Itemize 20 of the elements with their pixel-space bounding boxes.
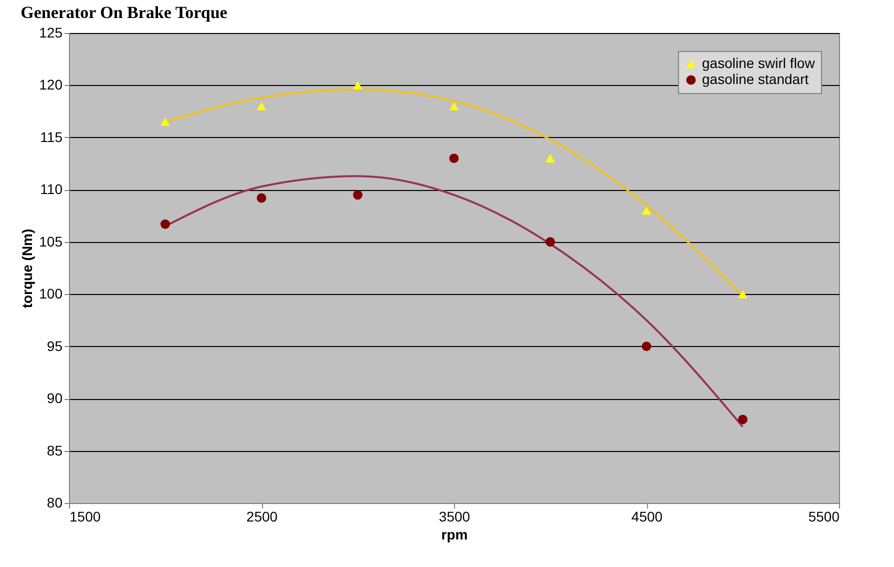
y-tick-label: 95 [46, 338, 63, 354]
y-tick-label: 100 [39, 286, 63, 302]
x-tick-label: 1500 [70, 508, 101, 524]
x-tick-label: 5500 [808, 508, 840, 524]
legend-label: gasoline swirl flow [702, 55, 816, 71]
y-tick-label: 105 [39, 233, 63, 250]
x-axis-title: rpm [441, 526, 468, 542]
y-axis-title: torque (Nm) [19, 228, 36, 308]
x-tick-label: 2500 [246, 508, 278, 524]
y-tick-label: 120 [39, 76, 63, 93]
y-tick-label: 110 [40, 181, 63, 198]
x-tick-label: 3500 [438, 508, 470, 524]
x-tick-label: 4500 [631, 508, 663, 524]
y-tick-label: 125 [39, 24, 63, 40]
legend-label: gasoline standart [702, 71, 809, 87]
y-tick-label: 115 [40, 128, 63, 145]
y-tick-label: 80 [46, 494, 63, 510]
chart-title: Generator On Brake Torque [20, 3, 228, 22]
y-tick-label: 85 [46, 442, 63, 458]
y-tick-label: 90 [46, 390, 63, 406]
